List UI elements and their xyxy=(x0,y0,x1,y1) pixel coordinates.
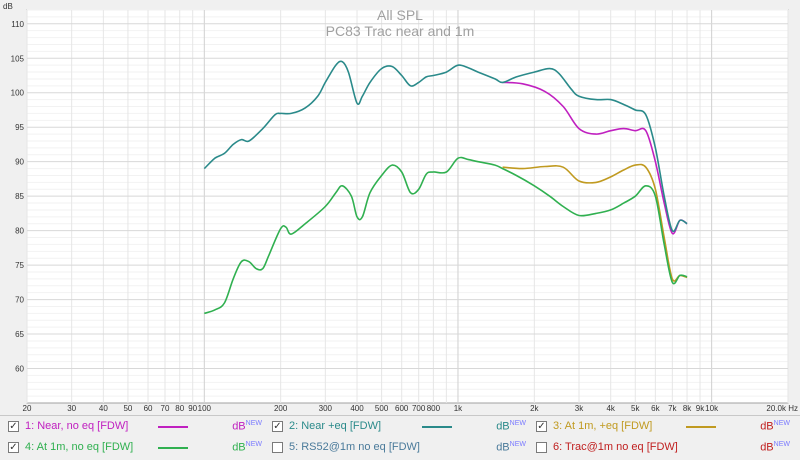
series-line-3 xyxy=(502,163,688,282)
x-tick-label: 2k xyxy=(530,404,539,413)
y-tick-label: 105 xyxy=(11,54,25,63)
series-line-4 xyxy=(204,156,688,315)
legend-checkbox-2[interactable]: ✓ xyxy=(272,421,283,432)
y-tick-label: 75 xyxy=(15,261,24,270)
legend-checkbox-3[interactable]: ✓ xyxy=(536,421,547,432)
x-tick-label: 40 xyxy=(99,404,108,413)
legend-row-2: ✓ 4: At 1m, no eq [FDW] dBNEW 5: RS52@1m… xyxy=(0,438,800,458)
legend-unit-6[interactable]: dBNEW xyxy=(760,441,790,454)
legend-swatch-3 xyxy=(686,426,716,428)
legend-unit-3[interactable]: dBNEW xyxy=(760,420,790,433)
x-tick-label: 4k xyxy=(606,404,615,413)
legend-checkbox-6[interactable] xyxy=(536,442,547,453)
legend-panel: ✓ 1: Near, no eq [FDW] dBNEW ✓ 2: Near +… xyxy=(0,415,800,460)
x-tick-label: 30 xyxy=(67,404,76,413)
legend-unit-1[interactable]: dBNEW xyxy=(232,420,262,433)
legend-item-1[interactable]: ✓ 1: Near, no eq [FDW] dBNEW xyxy=(8,417,270,437)
legend-unit-5[interactable]: dBNEW xyxy=(496,441,526,454)
legend-unit-4[interactable]: dBNEW xyxy=(232,441,262,454)
legend-swatch-1 xyxy=(158,426,188,428)
checkmark-icon: ✓ xyxy=(537,421,546,432)
x-tick-label: 10k xyxy=(705,404,719,413)
x-tick-label: 20.0k Hz xyxy=(766,404,798,413)
legend-swatch-4 xyxy=(158,447,188,449)
x-tick-label: 700 xyxy=(412,404,426,413)
x-tick-label: 60 xyxy=(144,404,153,413)
legend-checkbox-1[interactable]: ✓ xyxy=(8,421,19,432)
x-tick-label: 800 xyxy=(427,404,441,413)
x-tick-label: 500 xyxy=(375,404,389,413)
x-tick-label: 90 xyxy=(188,404,197,413)
y-tick-label: 70 xyxy=(15,296,24,305)
x-tick-label: 9k xyxy=(696,404,705,413)
legend-item-2[interactable]: ✓ 2: Near +eq [FDW] dBNEW xyxy=(272,417,534,437)
x-tick-label: 80 xyxy=(175,404,184,413)
spl-chart: dB All SPL PC83 Trac near and 1m 60 65 70 7… xyxy=(3,2,798,413)
legend-label-1: 1: Near, no eq [FDW] xyxy=(25,420,129,432)
x-tick-label: 1k xyxy=(454,404,463,413)
x-tick-label: 600 xyxy=(395,404,409,413)
x-tick-label: 6k xyxy=(651,404,660,413)
y-tick-label: 90 xyxy=(15,158,24,167)
legend-label-4: 4: At 1m, no eq [FDW] xyxy=(25,441,134,453)
chart-title: All SPL xyxy=(377,7,423,23)
x-tick-label: 50 xyxy=(123,404,132,413)
x-tick-label: 300 xyxy=(319,404,333,413)
legend-label-3: 3: At 1m, +eq [FDW] xyxy=(553,420,653,432)
y-tick-label: 80 xyxy=(15,227,24,236)
legend-item-5[interactable]: 5: RS52@1m no eq [FDW] dBNEW xyxy=(272,438,534,458)
series-line-2 xyxy=(203,60,688,233)
y-tick-label: 65 xyxy=(15,330,24,339)
legend-label-6: 6: Trac@1m no eq [FDW] xyxy=(553,441,678,453)
x-tick-label: 3k xyxy=(575,404,584,413)
legend-checkbox-4[interactable]: ✓ xyxy=(8,442,19,453)
legend-swatch-2 xyxy=(422,426,452,428)
legend-unit-2[interactable]: dBNEW xyxy=(496,420,526,433)
checkmark-icon: ✓ xyxy=(273,421,282,432)
checkmark-icon: ✓ xyxy=(9,442,18,453)
x-tick-label: 200 xyxy=(274,404,288,413)
x-tick-label: 20 xyxy=(23,404,32,413)
y-axis-label: dB xyxy=(3,2,13,11)
legend-checkbox-5[interactable] xyxy=(272,442,283,453)
legend-item-6[interactable]: 6: Trac@1m no eq [FDW] dBNEW xyxy=(536,438,798,458)
x-tick-label: 5k xyxy=(631,404,640,413)
checkmark-icon: ✓ xyxy=(9,421,18,432)
chart-subtitle: PC83 Trac near and 1m xyxy=(326,23,475,39)
legend-item-4[interactable]: ✓ 4: At 1m, no eq [FDW] dBNEW xyxy=(8,438,270,458)
x-tick-label: 70 xyxy=(161,404,170,413)
series-line-1 xyxy=(502,81,688,235)
legend-row-1: ✓ 1: Near, no eq [FDW] dBNEW ✓ 2: Near +… xyxy=(0,417,800,437)
legend-label-5: 5: RS52@1m no eq [FDW] xyxy=(289,441,420,453)
y-tick-label: 95 xyxy=(15,123,24,132)
x-tick-label: 8k xyxy=(683,404,692,413)
x-tick-label: 7k xyxy=(668,404,677,413)
y-tick-label: 100 xyxy=(11,89,25,98)
legend-item-3[interactable]: ✓ 3: At 1m, +eq [FDW] dBNEW xyxy=(536,417,798,437)
y-tick-label: 60 xyxy=(15,365,24,374)
y-tick-label: 85 xyxy=(15,192,24,201)
y-tick-label: 110 xyxy=(11,20,24,29)
chart-area: dB All SPL PC83 Trac near and 1m 60 65 70 7… xyxy=(3,2,798,413)
x-tick-label: 400 xyxy=(350,404,364,413)
legend-label-2: 2: Near +eq [FDW] xyxy=(289,420,382,432)
x-tick-label: 100 xyxy=(198,404,212,413)
